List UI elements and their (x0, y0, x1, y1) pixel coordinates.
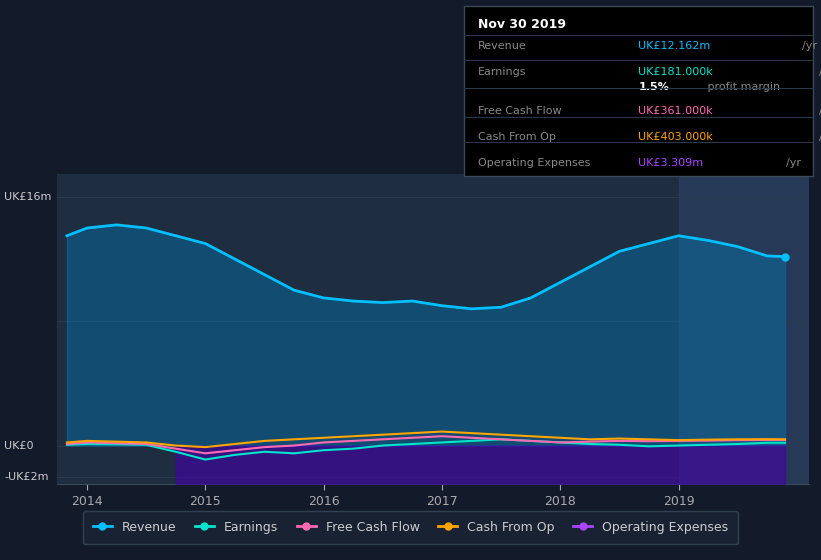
Text: UK£16m: UK£16m (4, 192, 52, 202)
Text: Cash From Op: Cash From Op (478, 132, 556, 142)
Text: 1.5%: 1.5% (639, 82, 669, 92)
Text: UK£0: UK£0 (4, 441, 34, 451)
Text: /yr: /yr (819, 132, 821, 142)
Bar (678, 174, 809, 484)
Text: Free Cash Flow: Free Cash Flow (478, 106, 562, 116)
Text: /yr: /yr (802, 41, 818, 52)
Text: Nov 30 2019: Nov 30 2019 (478, 17, 566, 31)
Text: UK£181.000k: UK£181.000k (639, 67, 713, 77)
Text: /yr: /yr (819, 106, 821, 116)
Text: UK£12.162m: UK£12.162m (639, 41, 711, 52)
Text: Operating Expenses: Operating Expenses (478, 157, 590, 167)
Text: UK£403.000k: UK£403.000k (639, 132, 713, 142)
Text: Earnings: Earnings (478, 67, 526, 77)
Text: UK£3.309m: UK£3.309m (639, 157, 704, 167)
Text: Revenue: Revenue (478, 41, 526, 52)
Text: /yr: /yr (786, 157, 801, 167)
Text: -UK£2m: -UK£2m (4, 472, 48, 482)
Legend: Revenue, Earnings, Free Cash Flow, Cash From Op, Operating Expenses: Revenue, Earnings, Free Cash Flow, Cash … (83, 511, 738, 544)
Text: profit margin: profit margin (704, 82, 780, 92)
Text: /yr: /yr (819, 67, 821, 77)
FancyBboxPatch shape (464, 6, 813, 176)
Text: UK£361.000k: UK£361.000k (639, 106, 713, 116)
